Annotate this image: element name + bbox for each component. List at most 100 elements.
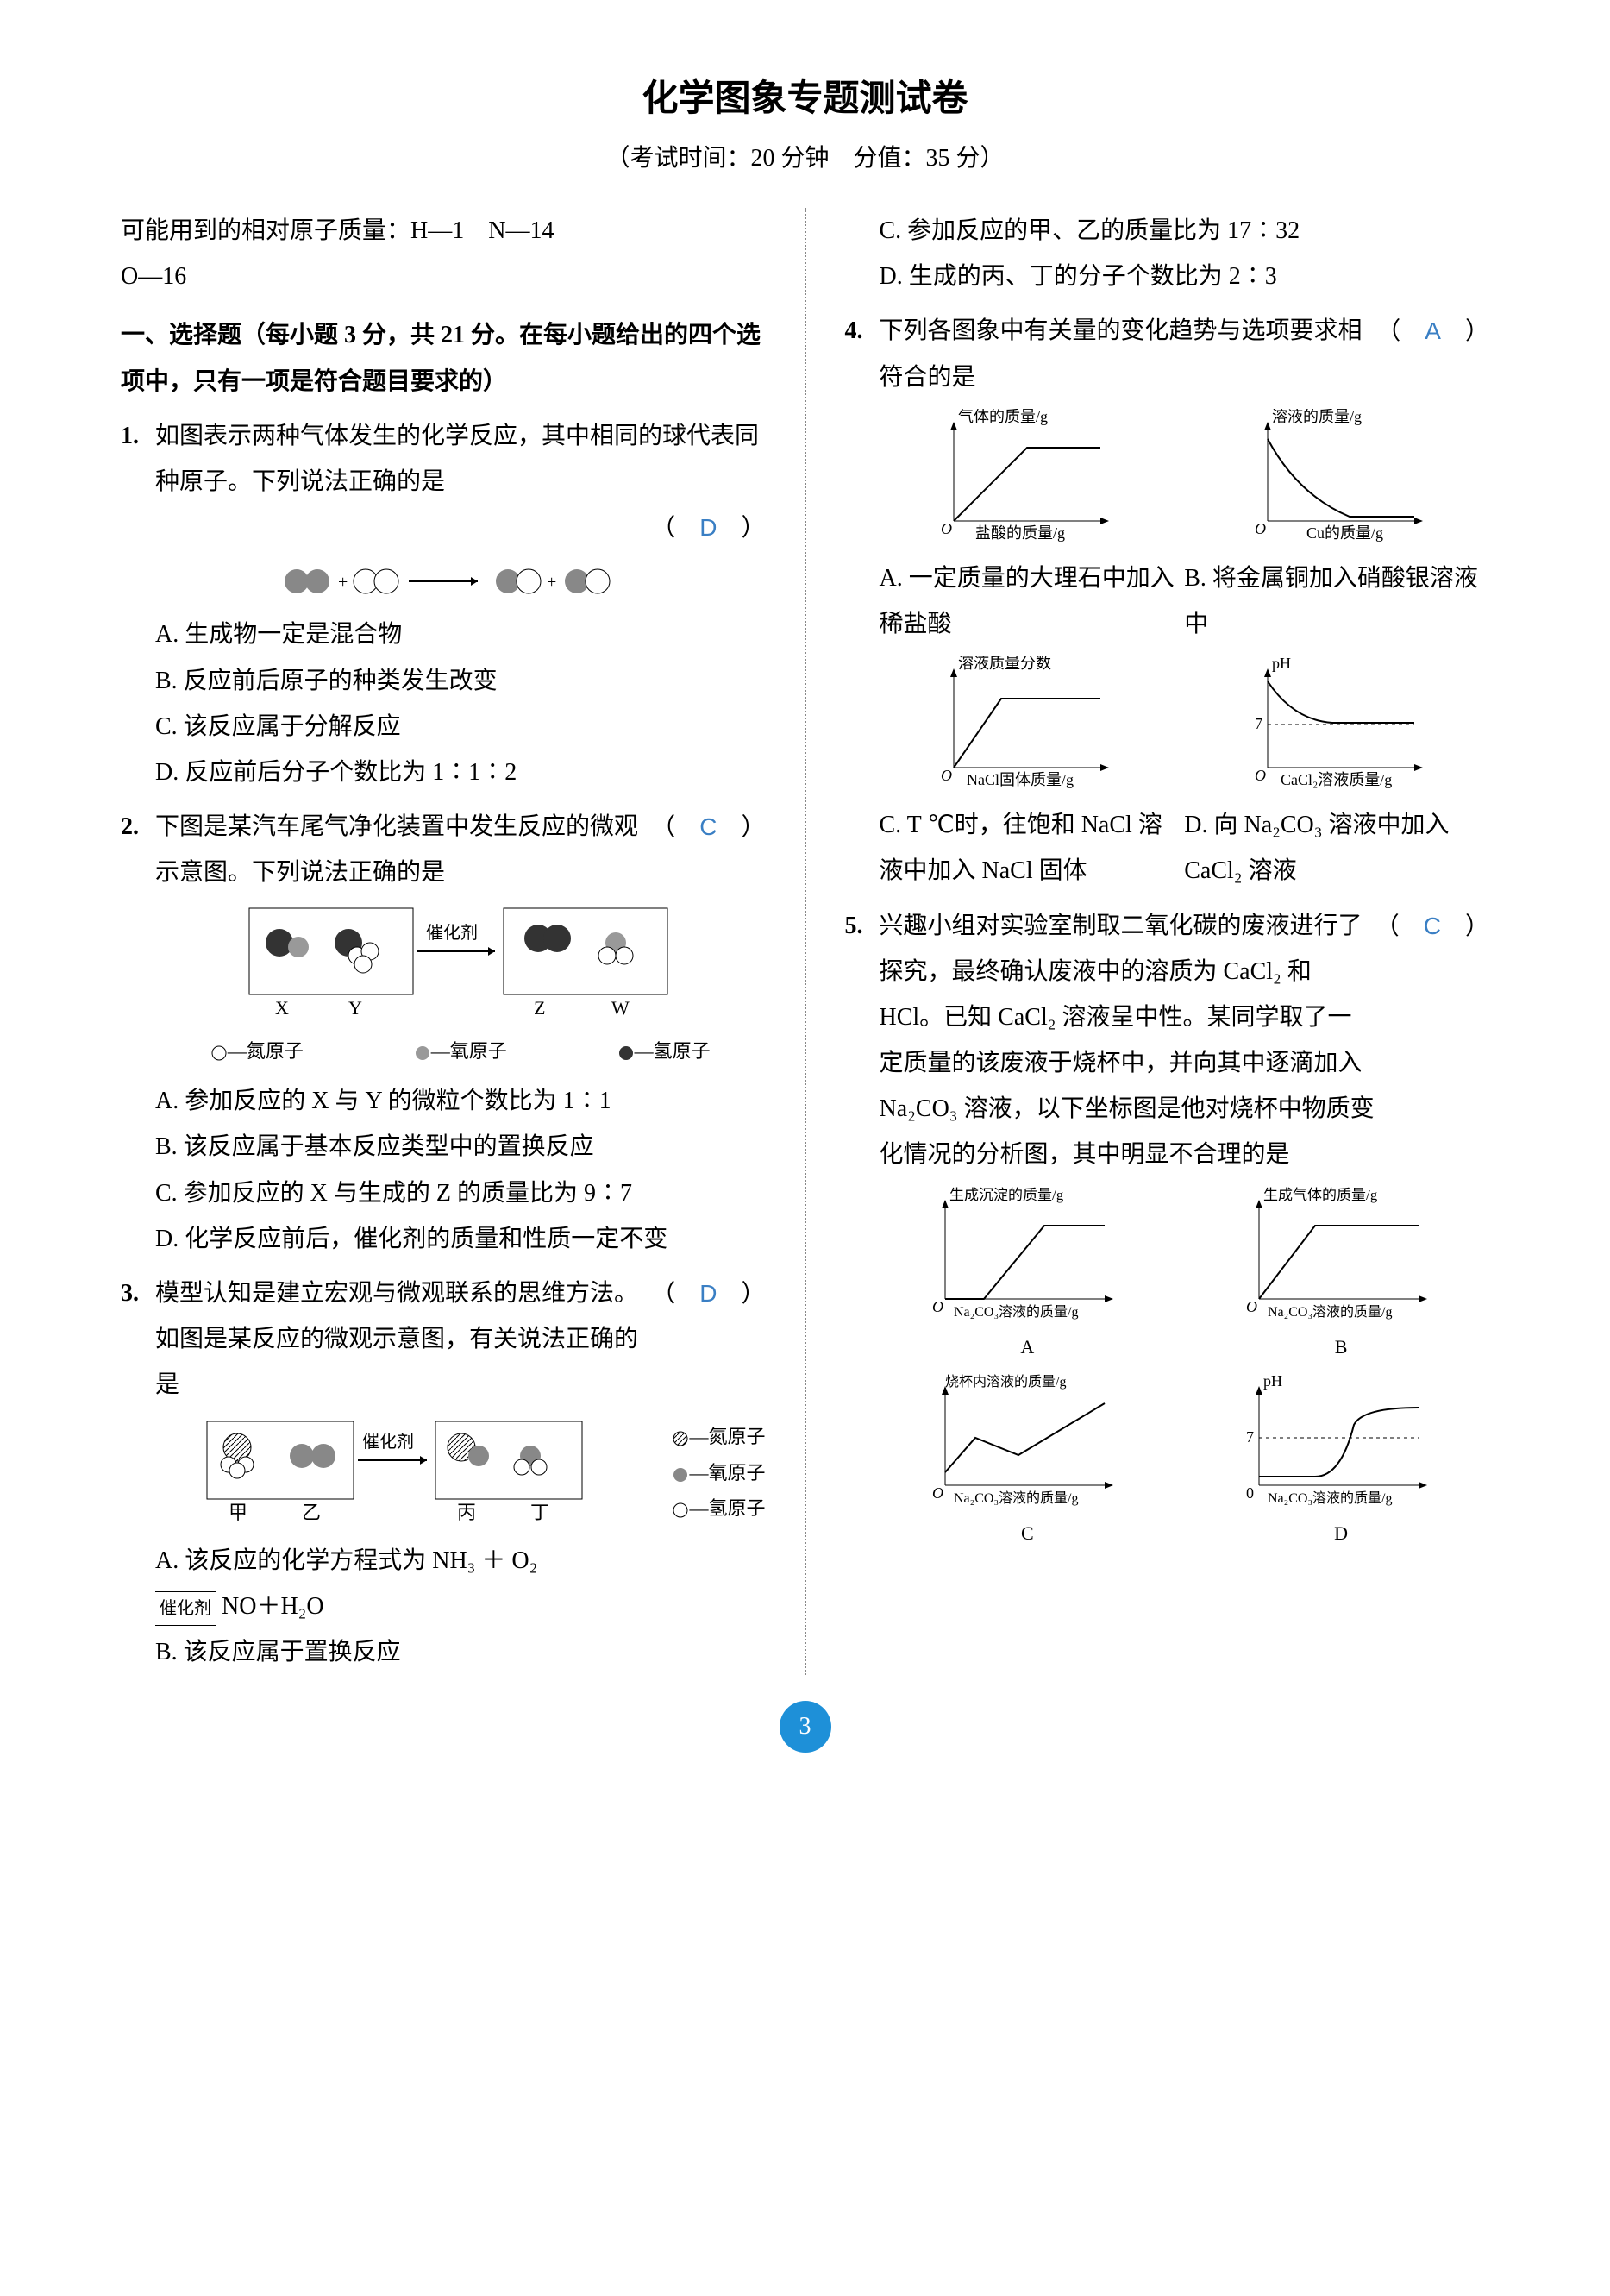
chart-q4-c: 溶液质量分数 O NaCl固体质量/g xyxy=(880,656,1176,794)
q1-diagram: + + xyxy=(155,560,766,603)
exam-info: （考试时间：20 分钟 分值：35 分） xyxy=(121,139,1489,173)
option-d: D. 向 Na₂CO₃ 溶液中加入 CaCl₂ 溶液 xyxy=(1184,802,1489,894)
page-number-badge: 3 xyxy=(780,1701,831,1753)
option-a: A. 该反应的化学方程式为 NH₃ ＋ O₂ 催化剂 NO＋H₂O xyxy=(155,1538,766,1629)
chart-label-d: D xyxy=(1193,1515,1489,1552)
legend-n: —氮原子 xyxy=(689,1426,765,1447)
answer-bracket: （ C ） xyxy=(1375,903,1489,1178)
right-column: C. 参加反应的甲、乙的质量比为 17∶32 D. 生成的丙、丁的分子个数比为 … xyxy=(845,208,1490,1675)
svg-text:Y: Y xyxy=(348,997,362,1019)
chart-q4-a: 气体的质量/g O 盐酸的质量/g xyxy=(880,409,1176,547)
question-number: 3. xyxy=(121,1270,155,1675)
svg-text:催化剂: 催化剂 xyxy=(362,1432,414,1452)
answer-value: C xyxy=(699,813,717,840)
option-b: B. 反应前后原子的种类发生改变 xyxy=(155,658,766,704)
svg-text:Z: Z xyxy=(534,997,545,1019)
svg-text:Na₂CO₃溶液的质量/g: Na₂CO₃溶液的质量/g xyxy=(1268,1490,1393,1506)
legend-o: —氧原子 xyxy=(431,1040,507,1062)
option-d: D. 生成的丙、丁的分子个数比为 2∶3 xyxy=(880,254,1490,299)
answer-value: A xyxy=(1425,317,1441,344)
option-b: B. 该反应属于基本反应类型中的置换反应 xyxy=(155,1124,766,1170)
svg-text:pH: pH xyxy=(1263,1373,1282,1390)
svg-text:溶液的质量/g: 溶液的质量/g xyxy=(1272,409,1362,425)
chart-label-a: A xyxy=(880,1329,1176,1365)
svg-text:W: W xyxy=(611,997,630,1019)
svg-text:Na₂CO₃溶液的质量/g: Na₂CO₃溶液的质量/g xyxy=(954,1304,1079,1320)
question-text: 兴趣小组对实验室制取二氧化碳的废液进行了探究，最终确认废液中的溶质为 CaCl₂… xyxy=(880,903,1375,1178)
answer-bracket: （ D ） xyxy=(651,1270,765,1408)
svg-text:盐酸的质量/g: 盐酸的质量/g xyxy=(975,524,1065,542)
svg-text:乙: 乙 xyxy=(302,1502,321,1523)
option-d: D. 反应前后分子个数比为 1∶1∶2 xyxy=(155,750,766,795)
svg-text:7: 7 xyxy=(1246,1428,1254,1446)
svg-text:CaCl₂溶液质量/g: CaCl₂溶液质量/g xyxy=(1281,771,1392,788)
question-5: 5. 兴趣小组对实验室制取二氧化碳的废液进行了探究，最终确认废液中的溶质为 Ca… xyxy=(845,903,1490,1561)
option-c: C. 该反应属于分解反应 xyxy=(155,704,766,750)
option-c: C. 参加反应的 X 与生成的 Z 的质量比为 9∶7 xyxy=(155,1170,766,1216)
atomic-mass-info: 可能用到的相对原子质量：H—1 N—14 O—16 xyxy=(121,208,766,299)
column-divider xyxy=(805,208,806,1675)
answer-bracket: （ C ） xyxy=(651,804,765,895)
svg-text:催化剂: 催化剂 xyxy=(426,923,478,943)
svg-text:烧杯内溶液的质量/g: 烧杯内溶液的质量/g xyxy=(945,1374,1066,1390)
answer-bracket: （ A ） xyxy=(1376,308,1489,399)
question-text: 下列各图象中有关量的变化趋势与选项要求相符合的是 xyxy=(880,308,1377,399)
chart-label-b: B xyxy=(1193,1329,1489,1365)
option-a: A. 参加反应的 X 与 Y 的微粒个数比为 1∶1 xyxy=(155,1078,766,1124)
option-b: B. 该反应属于置换反应 xyxy=(155,1629,766,1675)
svg-text:生成沉淀的质量/g: 生成沉淀的质量/g xyxy=(949,1187,1064,1203)
svg-text:O: O xyxy=(932,1298,943,1315)
svg-text:Cu的质量/g: Cu的质量/g xyxy=(1306,524,1383,542)
question-number: 5. xyxy=(845,903,880,1561)
svg-text:溶液质量分数: 溶液质量分数 xyxy=(958,656,1051,672)
page-title: 化学图象专题测试卷 xyxy=(121,69,1489,122)
svg-text:O: O xyxy=(941,520,952,537)
svg-text:0: 0 xyxy=(1246,1484,1254,1502)
question-1: 1. 如图表示两种气体发生的化学反应，其中相同的球代表同种原子。下列说法正确的是… xyxy=(121,413,766,795)
chart-q5-d: pH 7 0 Na₂CO₃溶液的质量/g D xyxy=(1193,1373,1489,1552)
svg-text:Na₂CO₃溶液的质量/g: Na₂CO₃溶液的质量/g xyxy=(954,1490,1079,1506)
q2-diagram: X Y 催化剂 Z W —氮原子 —氧原子 —氢原子 xyxy=(155,904,766,1070)
option-b: B. 将金属铜加入硝酸银溶液中 xyxy=(1184,555,1489,647)
left-column: 可能用到的相对原子质量：H—1 N—14 O—16 一、选择题（每小题 3 分，… xyxy=(121,208,766,1675)
svg-text:O: O xyxy=(1255,767,1266,784)
svg-text:X: X xyxy=(275,997,289,1019)
svg-text:Na₂CO₃溶液的质量/g: Na₂CO₃溶液的质量/g xyxy=(1268,1304,1393,1320)
svg-text:丁: 丁 xyxy=(530,1502,549,1523)
legend-n: —氮原子 xyxy=(228,1040,304,1062)
answer-value: D xyxy=(699,1280,717,1307)
question-3: 3. 模型认知是建立宏观与微观联系的思维方法。如图是某反应的微观示意图，有关说法… xyxy=(121,1270,766,1675)
atomic-mass-line1: 可能用到的相对原子质量：H—1 N—14 xyxy=(121,208,766,254)
section-heading: 一、选择题（每小题 3 分，共 21 分。在每小题给出的四个选项中，只有一项是符… xyxy=(121,312,766,404)
svg-text:+: + xyxy=(547,573,556,592)
svg-text:丙: 丙 xyxy=(457,1502,476,1523)
answer-bracket: （ D ） xyxy=(651,505,765,551)
legend-h: —氢原子 xyxy=(635,1040,711,1062)
option-a: A. 生成物一定是混合物 xyxy=(155,612,766,657)
atomic-mass-line2: O—16 xyxy=(121,254,766,299)
question-text: 模型认知是建立宏观与微观联系的思维方法。如图是某反应的微观示意图，有关说法正确的… xyxy=(155,1270,651,1408)
svg-text:生成气体的质量/g: 生成气体的质量/g xyxy=(1263,1187,1378,1203)
q3-diagram: 甲 乙 催化剂 丙 丁 —氮原子 —氧原子 —氢原子 xyxy=(155,1417,766,1529)
question-number: 1. xyxy=(121,413,155,795)
chart-q5-c: 烧杯内溶液的质量/g O Na₂CO₃溶液的质量/g C xyxy=(880,1373,1176,1552)
svg-text:甲: 甲 xyxy=(229,1502,247,1523)
svg-text:+: + xyxy=(338,573,348,592)
svg-text:O: O xyxy=(932,1484,943,1502)
chart-label-c: C xyxy=(880,1515,1176,1552)
question-text: 如图表示两种气体发生的化学反应，其中相同的球代表同种原子。下列说法正确的是 xyxy=(155,413,766,505)
option-d: D. 化学反应前后，催化剂的质量和性质一定不变 xyxy=(155,1216,766,1262)
option-c: C. T ℃时，往饱和 NaCl 溶液中加入 NaCl 固体 xyxy=(880,802,1185,894)
svg-text:7: 7 xyxy=(1255,715,1262,732)
option-a: A. 一定质量的大理石中加入稀盐酸 xyxy=(880,555,1185,647)
legend-o: —氧原子 xyxy=(689,1462,765,1484)
option-c: C. 参加反应的甲、乙的质量比为 17∶32 xyxy=(880,208,1490,254)
question-2: 2. 下图是某汽车尾气净化装置中发生反应的微观示意图。下列说法正确的是 （ C … xyxy=(121,804,766,1262)
svg-text:O: O xyxy=(941,767,952,784)
chart-q4-d: pH 7 O CaCl₂溶液质量/g xyxy=(1193,656,1489,794)
chart-q4-b: 溶液的质量/g O Cu的质量/g xyxy=(1193,409,1489,547)
legend-h: —氢原子 xyxy=(689,1497,765,1519)
question-text: 下图是某汽车尾气净化装置中发生反应的微观示意图。下列说法正确的是 xyxy=(155,804,651,895)
chart-q5-a: 生成沉淀的质量/g O Na₂CO₃溶液的质量/g A xyxy=(880,1187,1176,1365)
svg-text:气体的质量/g: 气体的质量/g xyxy=(958,409,1048,425)
